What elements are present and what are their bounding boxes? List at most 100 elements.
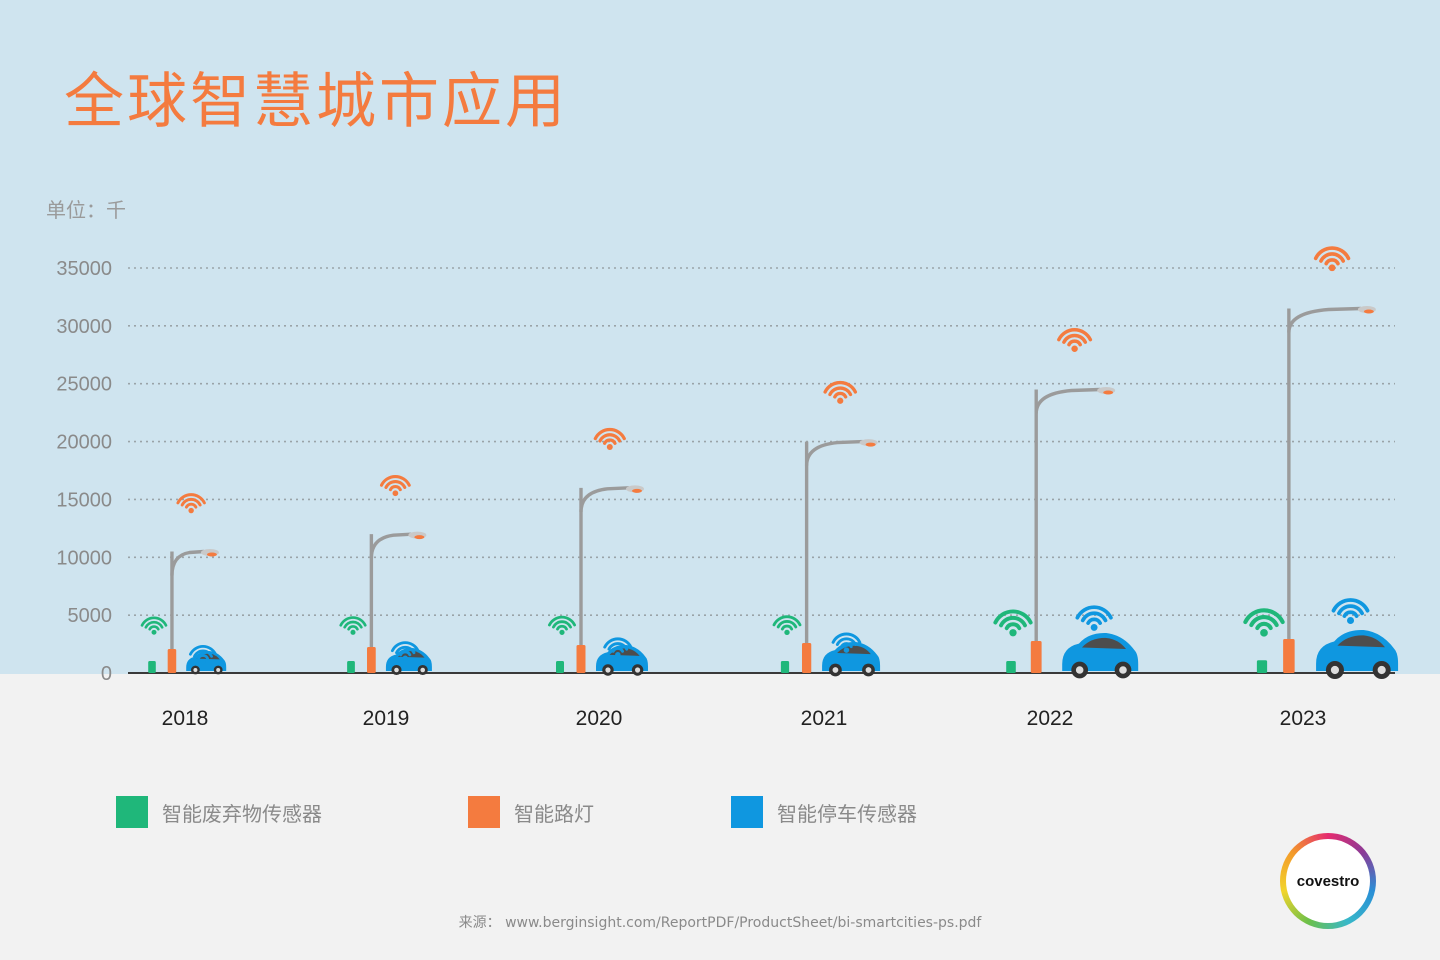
wifi-parking-2018-arc-2 (197, 654, 209, 660)
streetlight-glow-2023 (1363, 309, 1374, 314)
wifi-waste-2019-arc-1 (343, 620, 363, 629)
bar-parking-2022-hub-0 (1075, 666, 1084, 674)
labels-layer: 0 5000 10000 15000 20000 25000 30000 35000 2018 2… (56, 258, 1326, 730)
wifi-streetlight-2023-dot (1328, 264, 1336, 272)
bar-parking-2019-hub-1 (420, 667, 426, 673)
wifi-streetlight-2021-arc-0 (823, 380, 858, 394)
wifi-waste-2018-arc-2 (148, 625, 160, 631)
wifi-waste-2019 (339, 616, 367, 635)
wifi-parking-2022 (1075, 605, 1113, 631)
x-tick-label-2022: 2022 (1027, 707, 1074, 730)
streetlight-base-2023 (1283, 639, 1295, 673)
x-tick-label-2020: 2020 (576, 707, 623, 730)
bar-parking-2023-hub-1 (1377, 665, 1386, 675)
bar-parking-2018 (186, 650, 227, 675)
bar-parking-2019-hub-0 (394, 667, 399, 673)
logo-text: covestro (1296, 872, 1360, 890)
wifi-parking-2021-arc-1 (835, 637, 857, 646)
y-tick-label-5000: 5000 (68, 605, 113, 627)
legend-swatch-waste (116, 796, 148, 828)
chart-title: 全球智慧城市应用 (64, 67, 568, 137)
wifi-parking-2023-arc-0 (1331, 598, 1370, 613)
x-tick-label-2023: 2023 (1280, 707, 1327, 730)
bar-parking-2023 (1316, 629, 1399, 680)
streetlight-arm-2020 (579, 486, 630, 512)
streetlight-base-2022 (1030, 641, 1042, 673)
x-tick-label-2021: 2021 (801, 707, 848, 730)
wifi-waste-2023-arc-2 (1255, 621, 1273, 631)
wifi-waste-2020-arc-1 (552, 620, 572, 629)
streetlight-base-2018 (167, 649, 177, 673)
wifi-parking-2019-arc-1 (395, 645, 416, 655)
wifi-streetlight-2023-arc-1 (1319, 252, 1346, 263)
wifi-waste-2021-arc-0 (772, 615, 802, 627)
wifi-streetlight-2023-arc-0 (1313, 246, 1351, 261)
y-tick-label-30000: 30000 (56, 316, 112, 338)
bar-parking-2020-hub-0 (605, 667, 611, 673)
wifi-streetlight-2020-arc-0 (593, 428, 626, 441)
wifi-parking-2021-arc-2 (840, 642, 853, 649)
wifi-parking-2022-dot (1090, 623, 1098, 631)
logo-inner: covestro (1286, 839, 1370, 923)
unit-label: 单位：千 (46, 198, 126, 222)
wifi-waste-2021-dot (784, 629, 790, 636)
y-tick-label-35000: 35000 (56, 258, 112, 280)
chart-area-background (0, 0, 1440, 674)
wifi-streetlight-2022 (1057, 328, 1093, 352)
wifi-streetlight-2018-arc-1 (180, 497, 202, 507)
y-tick-label-25000: 25000 (56, 374, 112, 396)
grid-layer (128, 267, 1395, 674)
wifi-parking-2019 (390, 641, 420, 661)
streetlight-arm-2019 (369, 532, 412, 559)
wifi-waste-2023-dot (1260, 628, 1268, 637)
wifi-parking-2022-arc-1 (1080, 611, 1108, 623)
wifi-parking-2019-arc-2 (399, 650, 412, 657)
wifi-parking-2021-dot (843, 647, 850, 653)
wifi-streetlight-2021 (823, 380, 858, 404)
wifi-streetlight-2018-dot (188, 507, 194, 514)
streetlight-arm-2021 (804, 439, 863, 466)
wifi-waste-2022-arc-0 (993, 609, 1033, 625)
wifi-streetlight-2022-arc-2 (1067, 339, 1082, 347)
wifi-waste-2019-arc-0 (339, 616, 367, 627)
wifi-parking-2018-dot (200, 658, 206, 665)
x-tick-label-2018: 2018 (162, 707, 209, 730)
wifi-waste-2022-arc-2 (1004, 622, 1022, 631)
bar-parking-2018-hub-0 (193, 668, 198, 672)
bar-waste-2020 (556, 661, 564, 673)
wifi-parking-2023-arc-2 (1342, 610, 1359, 618)
wifi-streetlight-2019-arc-0 (379, 475, 411, 487)
wifi-waste-2021-arc-2 (780, 624, 794, 631)
wifi-streetlight-2020-arc-2 (603, 438, 617, 445)
source-note: 来源： www.berginsight.com/ReportPDF/Produc… (458, 915, 982, 931)
streetlight-glow-2020 (632, 488, 642, 493)
wifi-waste-2022 (993, 609, 1033, 637)
wifi-waste-2020-arc-0 (548, 615, 576, 627)
wifi-streetlight-2020-dot (606, 444, 613, 450)
wifi-parking-2019-dot (402, 655, 408, 661)
wifi-streetlight-2021-dot (837, 397, 844, 404)
wifi-parking-2023-arc-1 (1337, 604, 1364, 616)
bar-parking-2022 (1062, 632, 1139, 679)
wifi-waste-2023 (1243, 608, 1285, 637)
wifi-waste-2018-arc-1 (144, 620, 164, 629)
chart-svg: 0 5000 10000 15000 20000 25000 30000 35000 2018 2… (56, 246, 1399, 730)
wifi-streetlight-2018 (176, 493, 206, 514)
wifi-streetlight-2019-arc-2 (388, 485, 402, 492)
legend-swatch-streetlight (468, 796, 500, 828)
legend-item-parking: 智能停车传感器 (731, 795, 917, 829)
wifi-parking-2019-arc-0 (390, 641, 420, 653)
y-tick-label-15000: 15000 (56, 489, 112, 511)
wifi-streetlight-2019 (379, 475, 411, 497)
footer-background (0, 674, 1440, 960)
wifi-waste-2019-arc-2 (347, 625, 359, 631)
y-tick-label-0: 0 (101, 663, 112, 685)
streetlight-glow-2022 (1103, 390, 1114, 395)
wifi-waste-2020 (548, 615, 576, 635)
wifi-streetlight-2018-arc-0 (176, 493, 206, 505)
bar-parking-2018-hub-1 (216, 668, 221, 672)
bar-parking-2021 (822, 641, 881, 677)
bar-parking-2023-window (1337, 635, 1385, 648)
wifi-waste-2023-arc-1 (1249, 615, 1279, 628)
wifi-parking-2022-arc-0 (1075, 605, 1113, 620)
